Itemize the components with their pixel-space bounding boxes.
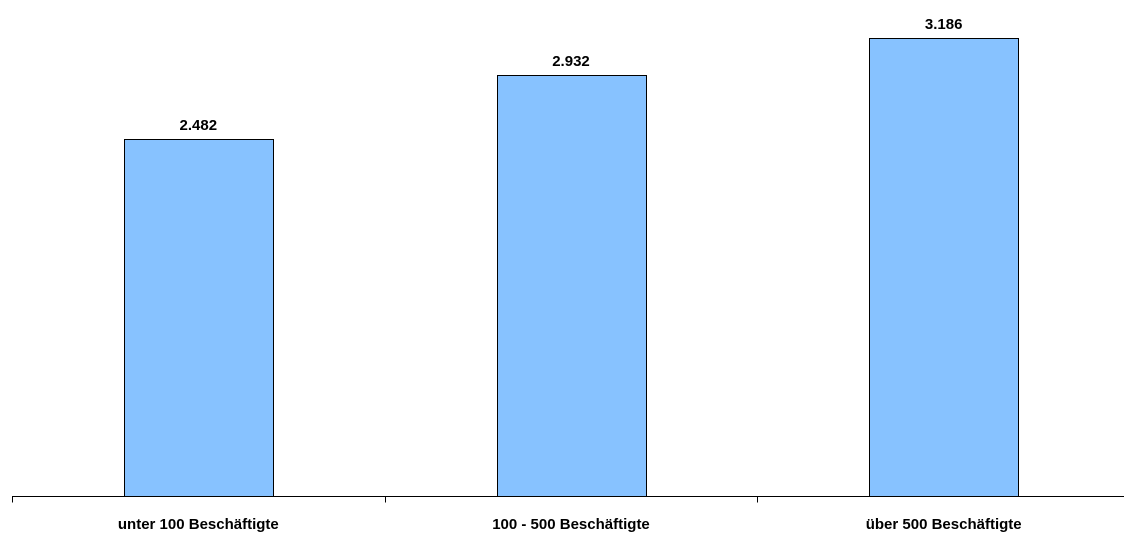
category-labels: unter 100 Beschäftigte 100 - 500 Beschäft… bbox=[118, 516, 1022, 533]
bar bbox=[869, 38, 1019, 497]
bar bbox=[497, 75, 647, 497]
bar-value-label: 2.932 bbox=[552, 53, 590, 70]
value-labels-layer: 2.482 2.932 3.186 bbox=[180, 16, 963, 134]
x-tick-label: unter 100 Beschäftigte bbox=[118, 516, 279, 533]
x-tick-label: 100 - 500 Beschäftigte bbox=[492, 516, 650, 533]
x-axis-ticks bbox=[12, 496, 758, 503]
bar-value-label: 3.186 bbox=[925, 16, 963, 33]
bars-layer bbox=[124, 38, 1019, 497]
bar bbox=[124, 139, 274, 497]
x-tick-label: über 500 Beschäftigte bbox=[866, 516, 1022, 533]
bar-value-label: 2.482 bbox=[180, 117, 218, 134]
